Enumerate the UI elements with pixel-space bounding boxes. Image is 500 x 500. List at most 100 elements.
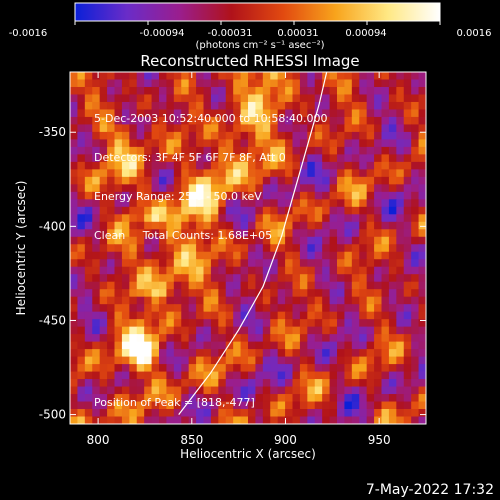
heatmap-cell <box>277 356 286 365</box>
heatmap-cell <box>270 334 279 343</box>
heatmap-cell <box>411 206 420 215</box>
heatmap-cell <box>84 281 93 290</box>
heatmap-cell <box>203 161 212 170</box>
heatmap-cell <box>337 364 346 373</box>
heatmap-cell <box>314 289 323 298</box>
heatmap-cell <box>418 259 426 268</box>
heatmap-cell <box>121 304 130 313</box>
heatmap-cell <box>99 364 108 373</box>
heatmap-cell <box>159 131 168 140</box>
heatmap-cell <box>418 101 426 111</box>
heatmap-cell <box>188 349 197 358</box>
heatmap-cell <box>129 161 138 170</box>
heatmap-cell <box>99 259 108 268</box>
heatmap-cell <box>248 116 257 126</box>
heatmap-cell <box>210 371 219 380</box>
heatmap-cell <box>233 72 242 81</box>
heatmap-cell <box>173 326 182 335</box>
heatmap-cell <box>92 371 101 380</box>
heatmap-cell <box>396 176 405 185</box>
heatmap-cell <box>166 371 175 380</box>
heatmap-cell <box>77 236 86 245</box>
heatmap-cell <box>70 296 79 305</box>
heatmap-cell <box>344 169 353 178</box>
heatmap-cell <box>144 319 153 328</box>
heatmap-cell <box>114 409 123 418</box>
heatmap-cell <box>225 416 234 424</box>
heatmap-cell <box>403 371 412 380</box>
heatmap-cell <box>136 251 145 260</box>
heatmap-cell <box>181 131 190 140</box>
heatmap-cell <box>129 184 138 193</box>
heatmap-cell <box>84 116 93 126</box>
heatmap-cell <box>70 244 79 253</box>
heatmap-cell <box>351 364 360 373</box>
heatmap-cell <box>188 214 197 223</box>
heatmap-cell <box>114 274 123 283</box>
heatmap-cell <box>173 401 182 410</box>
heatmap-cell <box>403 244 412 253</box>
heatmap-cell <box>262 184 271 193</box>
heatmap-cell <box>136 86 145 96</box>
heatmap-cell <box>121 364 130 373</box>
heatmap-cell <box>70 176 79 185</box>
heatmap-cell <box>70 259 79 268</box>
heatmap-cell <box>151 394 160 403</box>
heatmap-cell <box>307 131 316 140</box>
heatmap-cell <box>144 289 153 298</box>
heatmap-cell <box>277 319 286 328</box>
heatmap-cell <box>292 379 301 388</box>
heatmap-cell <box>270 386 279 395</box>
heatmap-cell <box>307 356 316 365</box>
heatmap-cell <box>159 116 168 126</box>
heatmap-cell <box>314 229 323 238</box>
heatmap-cell <box>359 169 368 178</box>
heatmap-cell <box>210 341 219 350</box>
heatmap-cell <box>121 109 130 118</box>
heatmap-cell <box>233 214 242 223</box>
heatmap-cell <box>84 229 93 238</box>
heatmap-cell <box>285 169 294 178</box>
heatmap-cell <box>403 281 412 290</box>
heatmap-cell <box>114 334 123 343</box>
heatmap-cell <box>129 191 138 200</box>
heatmap-cell <box>225 199 234 208</box>
heatmap-cell <box>396 386 405 395</box>
heatmap-cell <box>292 401 301 410</box>
heatmap-cell <box>166 356 175 365</box>
heatmap-cell <box>262 139 271 148</box>
heatmap-cell <box>144 206 153 215</box>
heatmap-cell <box>359 364 368 373</box>
heatmap-cell <box>322 394 331 403</box>
heatmap-cell <box>173 281 182 290</box>
heatmap-cell <box>292 341 301 350</box>
heatmap-cell <box>292 416 301 424</box>
plot-frame <box>69 71 427 425</box>
heatmap-cell <box>307 199 316 208</box>
heatmap-cell <box>225 274 234 283</box>
heatmap-cell <box>99 79 108 88</box>
heatmap-cell <box>374 176 383 185</box>
heatmap-cell <box>114 379 123 388</box>
heatmap-cell <box>173 229 182 238</box>
heatmap-cell <box>381 311 390 320</box>
heatmap-cell <box>166 281 175 290</box>
heatmap-cell <box>203 311 212 320</box>
heatmap-cell <box>270 296 279 305</box>
heatmap-cell <box>337 161 346 170</box>
heatmap-cell <box>225 206 234 215</box>
heatmap-cell <box>359 296 368 305</box>
heatmap-cell <box>396 161 405 170</box>
heatmap-cell <box>151 72 160 81</box>
heatmap-cell <box>396 199 405 208</box>
heatmap-cell <box>84 296 93 305</box>
heatmap-cell <box>188 289 197 298</box>
heatmap-cell <box>233 139 242 148</box>
colorbar-tick-label: 0.00031 <box>277 28 318 39</box>
heatmap-cell <box>403 349 412 358</box>
heatmap-cell <box>366 364 375 373</box>
heatmap-cell <box>151 79 160 88</box>
heatmap-cell <box>84 109 93 118</box>
heatmap-cell <box>329 94 338 103</box>
heatmap-cell <box>203 394 212 403</box>
